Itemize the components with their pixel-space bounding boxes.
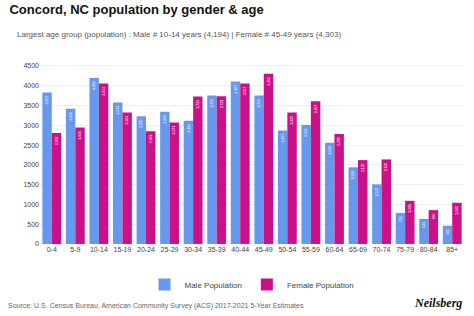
svg-text:4000: 4000 xyxy=(23,82,39,89)
svg-text:85+: 85+ xyxy=(446,246,458,253)
svg-text:Neilsberg: Neilsberg xyxy=(414,296,462,310)
svg-text:60-64: 60-64 xyxy=(325,246,343,253)
svg-text:3500: 3500 xyxy=(23,102,39,109)
svg-text:3,004: 3,004 xyxy=(304,128,308,137)
svg-text:35-39: 35-39 xyxy=(208,246,226,253)
svg-text:50-54: 50-54 xyxy=(278,246,296,253)
svg-text:2,849: 2,849 xyxy=(149,135,153,144)
svg-text:20-24: 20-24 xyxy=(137,246,155,253)
svg-text:Concord, NC population by gend: Concord, NC population by gender & age xyxy=(9,2,263,17)
svg-text:2,802: 2,802 xyxy=(55,136,59,145)
svg-text:3,230: 3,230 xyxy=(139,119,143,128)
svg-text:2,120: 2,120 xyxy=(361,163,365,172)
svg-text:3,607: 3,607 xyxy=(314,105,318,114)
svg-text:634: 634 xyxy=(422,222,426,228)
svg-text:2500: 2500 xyxy=(23,142,39,149)
svg-text:1,507: 1,507 xyxy=(375,188,379,197)
svg-text:40-44: 40-44 xyxy=(231,246,249,253)
svg-text:1,042: 1,042 xyxy=(455,206,459,215)
svg-text:5-9: 5-9 xyxy=(70,246,80,253)
svg-text:3,750: 3,750 xyxy=(257,99,261,108)
svg-text:1500: 1500 xyxy=(23,181,39,188)
svg-text:3,724: 3,724 xyxy=(196,100,200,109)
svg-text:Male Population: Male Population xyxy=(185,281,242,290)
svg-text:4,303: 4,303 xyxy=(267,77,271,86)
svg-text:461: 461 xyxy=(446,229,450,235)
svg-text:75-79: 75-79 xyxy=(396,246,414,253)
svg-text:1000: 1000 xyxy=(23,201,39,208)
svg-text:3,420: 3,420 xyxy=(69,112,73,121)
svg-text:3,750: 3,750 xyxy=(210,99,214,108)
svg-text:4,107: 4,107 xyxy=(234,85,238,94)
svg-text:786: 786 xyxy=(399,216,403,222)
svg-text:15-19: 15-19 xyxy=(113,246,131,253)
svg-text:80-84: 80-84 xyxy=(420,246,438,253)
svg-text:45-49: 45-49 xyxy=(255,246,273,253)
svg-text:4500: 4500 xyxy=(23,62,39,69)
svg-text:Largest age group (population): Largest age group (population) : Male # … xyxy=(17,30,341,39)
svg-text:Source: U.S. Census Bureau, Am: Source: U.S. Census Bureau, American Com… xyxy=(8,302,304,310)
svg-text:1,938: 1,938 xyxy=(351,171,355,180)
svg-text:3,071: 3,071 xyxy=(172,126,176,135)
svg-text:0: 0 xyxy=(35,240,39,247)
svg-text:4,194: 4,194 xyxy=(92,81,96,90)
svg-text:3,114: 3,114 xyxy=(187,124,191,132)
svg-text:30-34: 30-34 xyxy=(184,246,202,253)
svg-text:3,731: 3,731 xyxy=(220,100,224,109)
svg-text:3,827: 3,827 xyxy=(45,96,49,105)
svg-text:4,054: 4,054 xyxy=(102,87,106,96)
svg-text:500: 500 xyxy=(27,221,39,228)
svg-text:55-59: 55-59 xyxy=(302,246,320,253)
svg-text:3000: 3000 xyxy=(23,122,39,129)
svg-text:3,574: 3,574 xyxy=(116,106,120,115)
svg-text:65-69: 65-69 xyxy=(349,246,367,253)
svg-text:2,780: 2,780 xyxy=(337,137,341,146)
svg-text:3,340: 3,340 xyxy=(163,115,167,124)
svg-text:1,091: 1,091 xyxy=(408,204,412,213)
svg-text:10-14: 10-14 xyxy=(90,246,108,253)
svg-text:0-4: 0-4 xyxy=(47,246,57,253)
svg-text:2000: 2000 xyxy=(23,161,39,168)
svg-text:3,324: 3,324 xyxy=(125,116,129,125)
svg-text:Female Population: Female Population xyxy=(287,281,354,290)
svg-text:856: 856 xyxy=(432,213,436,219)
svg-text:2,867: 2,867 xyxy=(281,134,285,143)
svg-text:2,138: 2,138 xyxy=(384,163,388,172)
svg-text:70-74: 70-74 xyxy=(373,246,391,253)
svg-text:3,320: 3,320 xyxy=(290,116,294,125)
svg-text:4,057: 4,057 xyxy=(243,87,247,96)
svg-text:25-29: 25-29 xyxy=(161,246,179,253)
svg-text:2,560: 2,560 xyxy=(328,146,332,155)
svg-text:2,941: 2,941 xyxy=(78,131,82,140)
